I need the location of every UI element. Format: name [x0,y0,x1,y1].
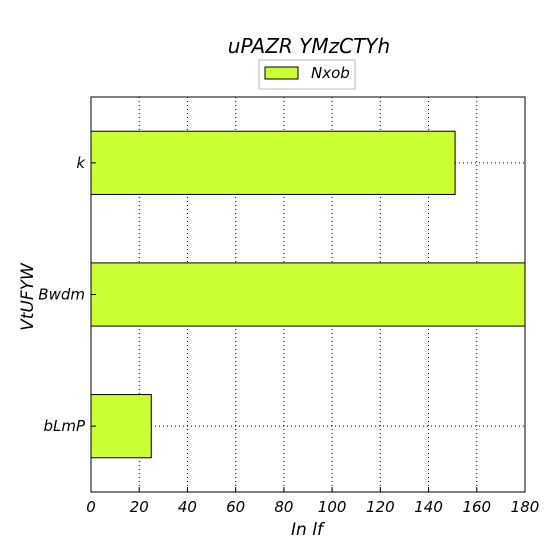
x-tick-label: 40 [178,498,197,516]
legend: Nxob [258,59,356,90]
y-axis-label: VtUFYW [18,262,38,331]
y-tick-label: bLmP [43,417,85,435]
bar [90,130,456,195]
y-tick-label: k [76,154,86,172]
chart-title: uPAZR YMzCTYh [228,34,390,58]
x-tick-label: 160 [462,498,491,516]
bar [90,262,526,327]
x-tick-label: 140 [414,498,443,516]
x-tick-label: 20 [130,498,149,516]
legend-label: Nxob [311,64,350,82]
x-tick-label: 80 [274,498,293,516]
x-tick-label: 60 [226,498,245,516]
x-tick-label: 0 [86,498,96,516]
bar [90,394,152,459]
y-tick-label: Bwdm [38,286,85,304]
x-tick-label: 180 [511,498,540,516]
x-tick-label: 120 [366,498,395,516]
plot-area: 0 20 40 60 80 100 120 140 160 180 k Bwdm bLmP [38,96,540,516]
x-tick-label: 100 [318,498,347,516]
x-axis-label: In lf [291,520,326,540]
legend-swatch [264,66,299,80]
plot-frame [90,96,526,493]
